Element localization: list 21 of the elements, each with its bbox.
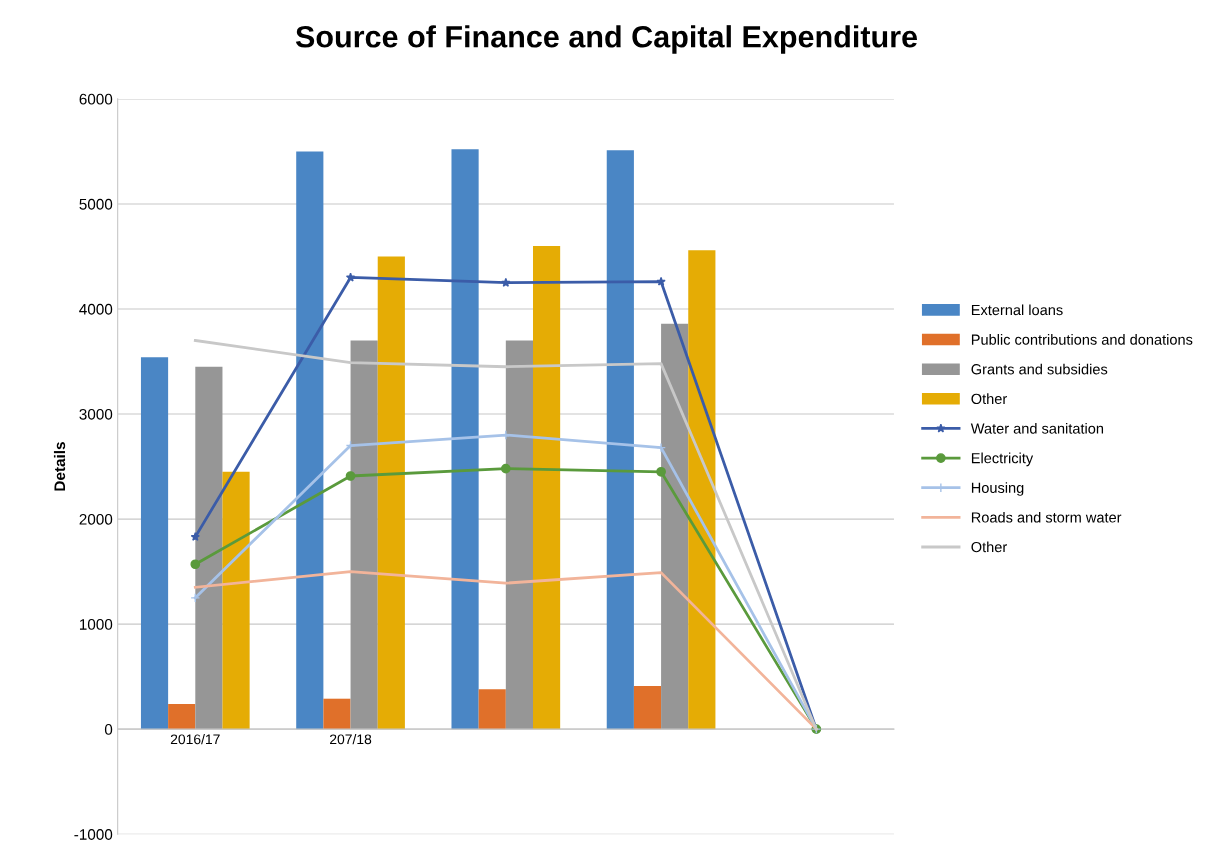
x-tick-label: 2016/17 [170, 734, 220, 745]
y-tick-label: 2000 [79, 513, 113, 525]
y-tick-label: 4000 [79, 303, 113, 315]
legend-label: Other [971, 393, 1007, 405]
y-axis-title: Details [53, 442, 66, 491]
legend-label: Electricity [971, 452, 1034, 467]
y-tick-label: 3000 [79, 408, 113, 420]
y-tick-label: 5000 [79, 198, 113, 210]
y-tick-label: 6000 [79, 93, 113, 105]
x-tick-label: 207/18 [330, 734, 372, 745]
legend-label: Housing [971, 482, 1024, 496]
legend-label: Water and sanitation [970, 422, 1104, 434]
y-tick-label: 0 [104, 724, 113, 735]
legend-label: Public contributions and donations [971, 334, 1193, 345]
y-tick-label: -1000 [74, 829, 113, 840]
chart-title: Source of Finance and Capital Expenditure [295, 25, 918, 54]
legend-label: Roads and storm water [971, 511, 1122, 523]
legend-label: Other [971, 541, 1007, 553]
legend-label: Grants and subsidies [971, 363, 1108, 375]
legend-label: External loans [971, 304, 1063, 316]
y-tick-label: 1000 [79, 618, 113, 630]
